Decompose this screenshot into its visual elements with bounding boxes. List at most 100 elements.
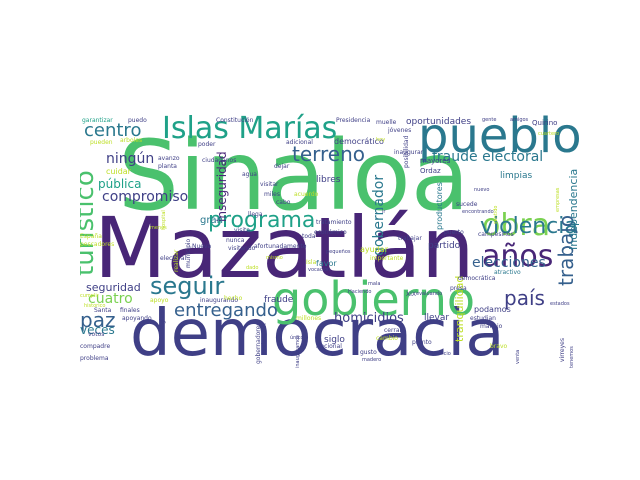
cloud-word: avanzo: [158, 155, 180, 162]
cloud-word: importante: [370, 255, 404, 262]
cloud-word: económico: [314, 229, 347, 236]
cloud-word: pequeños: [326, 249, 351, 255]
cloud-word: años: [482, 239, 554, 274]
cloud-word: cambio: [376, 335, 398, 342]
cloud-word: amigos: [510, 117, 529, 123]
cloud-word: entregando: [174, 300, 278, 321]
cloud-word: historico: [84, 303, 106, 309]
cloud-word: votos: [88, 331, 105, 338]
cloud-word: hecho: [224, 295, 243, 302]
cloud-word: cerrar: [384, 327, 402, 334]
cloud-word: toda: [302, 233, 316, 240]
cloud-word: Ordaz: [420, 167, 441, 175]
cloud-word: llevar: [424, 313, 450, 323]
cloud-word: puedo: [128, 117, 147, 124]
cloud-word: pescadores: [80, 241, 115, 248]
cloud-word: Haciendo: [348, 289, 372, 295]
cloud-word: España: [80, 233, 102, 240]
cloud-word: problema: [80, 355, 109, 362]
cloud-word: llega: [248, 211, 263, 218]
cloud-word: Islas Marías: [162, 111, 338, 146]
cloud-word: fraude electoral: [432, 149, 544, 165]
cloud-word: ecológico: [159, 311, 166, 340]
cloud-word: programa: [208, 208, 316, 233]
cloud-word: afortunadamente: [254, 243, 307, 250]
cloud-word: menos: [150, 225, 167, 231]
cloud-word: agua: [242, 171, 257, 178]
cloud-word: jóvenes: [388, 127, 412, 134]
cloud-word: atractivo: [494, 269, 521, 276]
cloud-word: garantizar: [82, 117, 113, 124]
cloud-word: productores: [435, 182, 444, 230]
cloud-word: Sinaloa: [118, 120, 470, 232]
cloud-word: nunca: [226, 237, 245, 244]
cloud-word: obra: [482, 208, 551, 243]
cloud-word: sucede: [456, 201, 478, 208]
cloud-word: posibilidad: [403, 135, 410, 168]
cloud-word: venta: [515, 349, 521, 364]
cloud-word: planta: [158, 163, 177, 170]
cloud-word: Nueva: [192, 243, 212, 250]
cloud-word: oportunidades: [406, 117, 472, 127]
cloud-word: sentido: [493, 205, 499, 224]
cloud-word: pública: [98, 177, 142, 191]
cloud-word: visita: [234, 227, 251, 234]
cloud-word: dejar: [274, 163, 290, 170]
cloud-word: elecciones: [472, 255, 546, 271]
cloud-word: Presidencia: [336, 117, 371, 124]
cloud-word: podamos: [474, 305, 511, 314]
cloud-word: democracia: [130, 297, 505, 370]
cloud-word: paz: [80, 308, 116, 332]
cloud-word: ciudadanos: [202, 157, 237, 164]
cloud-word: democrático: [334, 137, 384, 146]
cloud-word: tenemos: [569, 346, 575, 368]
cloud-word: visitar: [260, 181, 279, 188]
cloud-word: Independencia: [567, 168, 580, 250]
cloud-word: fraude: [264, 295, 294, 305]
cloud-word: país: [504, 286, 545, 310]
cloud-word: presa: [450, 285, 467, 292]
cloud-word: gusto: [360, 349, 377, 356]
cloud-word: manejo: [480, 323, 503, 330]
cloud-word: bravo: [490, 343, 508, 350]
cloud-word: gran: [200, 215, 223, 226]
cloud-word: compromiso: [102, 189, 189, 205]
cloud-word: empresas: [555, 187, 561, 212]
cloud-word: Quirino: [532, 119, 558, 127]
cloud-word: estados: [550, 301, 570, 307]
cloud-word: partido: [428, 241, 461, 251]
cloud-word: acuerdo: [294, 191, 319, 198]
cloud-word: democrática: [458, 275, 496, 282]
cloud-word: hoy: [376, 137, 386, 143]
word-cloud: Sinaloa Mazatlán democracia pueblo gobie…: [80, 106, 600, 370]
cloud-word: mismo: [266, 255, 283, 261]
cloud-word: mayores: [420, 157, 451, 165]
cloud-word: cuartero: [538, 131, 560, 137]
cloud-word: Constitución: [216, 117, 254, 124]
cloud-word: libres: [316, 175, 341, 185]
cloud-word: muelle: [376, 119, 397, 126]
cloud-word: encontrando: [462, 209, 494, 215]
cloud-word: pueden: [90, 139, 113, 146]
cloud-word: gente: [482, 117, 497, 123]
cloud-word: visitando: [228, 245, 256, 252]
cloud-word: ayudar: [360, 245, 388, 254]
cloud-word: tratamiento: [316, 219, 352, 226]
cloud-word: turístico: [80, 170, 100, 276]
cloud-word: único: [290, 335, 304, 341]
cloud-word: violencia: [480, 214, 578, 239]
cloud-word: inaugurando: [200, 297, 238, 304]
cloud-word: hospital: [161, 210, 167, 230]
cloud-word: electoral: [160, 255, 187, 262]
cloud-word: inaugurar: [394, 149, 424, 156]
cloud-word: XIX: [406, 291, 416, 298]
cloud-word: siglo: [324, 335, 345, 345]
cloud-word: terreno: [292, 142, 366, 166]
cloud-word: cumplir: [80, 293, 99, 299]
cloud-word: beneficio: [428, 351, 451, 357]
cloud-word: homicidios: [334, 311, 404, 326]
cloud-word: reelección: [261, 323, 268, 354]
cloud-word: limpias: [500, 171, 533, 181]
cloud-word: dado: [246, 265, 259, 271]
cloud-word: virreyes: [559, 338, 566, 362]
